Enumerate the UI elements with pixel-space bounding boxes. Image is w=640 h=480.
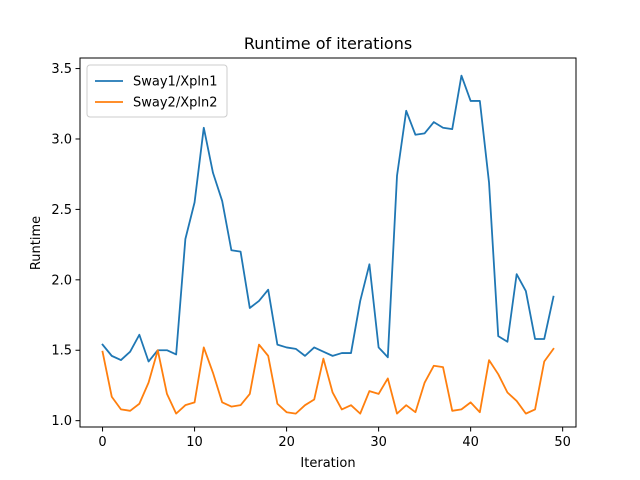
x-tick-label: 10: [186, 435, 203, 450]
y-tick-label: 1.0: [51, 414, 72, 429]
y-tick-label: 3.5: [51, 62, 72, 77]
y-axis: 1.0 1.5 2.0 2.5 3.0 3.5: [51, 62, 80, 429]
x-tick-label: 20: [278, 435, 295, 450]
legend: Sway1/Xpln1 Sway2/Xpln2: [86, 64, 228, 118]
plot-frame: [79, 57, 577, 428]
x-tick-label: 30: [370, 435, 387, 450]
series-line-1: [101, 74, 555, 363]
x-tick-label: 40: [462, 435, 479, 450]
x-tick-label: 50: [554, 435, 571, 450]
x-axis-label: Iteration: [300, 456, 355, 471]
series-line-2: [101, 343, 555, 415]
y-tick-label: 2.5: [51, 203, 72, 218]
y-tick-label: 2.0: [51, 273, 72, 288]
x-tick-label: 0: [98, 435, 106, 450]
y-tick-label: 1.5: [51, 344, 72, 359]
legend-label-2: Sway2/Xpln2: [133, 96, 217, 111]
chart-title: Runtime of iterations: [244, 34, 412, 53]
y-axis-label: Runtime: [29, 216, 44, 270]
y-tick-label: 3.0: [51, 132, 72, 147]
x-axis: 0 10 20 30 40 50: [98, 427, 571, 450]
legend-label-1: Sway1/Xpln1: [133, 75, 217, 90]
legend-box: [86, 64, 228, 118]
plot-area: [79, 57, 577, 428]
